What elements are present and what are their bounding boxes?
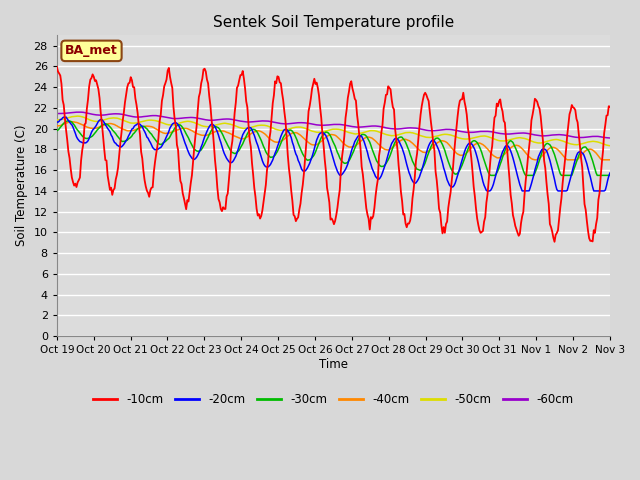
- -60cm: [226, 116, 234, 122]
- -50cm: [74, 113, 81, 119]
- -40cm: [606, 157, 614, 163]
- -60cm: [556, 132, 564, 138]
- -50cm: [556, 137, 564, 143]
- -30cm: [487, 172, 495, 178]
- -60cm: [390, 126, 398, 132]
- -10cm: [389, 104, 397, 110]
- -30cm: [63, 118, 71, 124]
- -30cm: [287, 127, 295, 133]
- -20cm: [62, 114, 70, 120]
- -40cm: [226, 131, 234, 136]
- -30cm: [364, 135, 371, 141]
- Line: -10cm: -10cm: [57, 67, 610, 242]
- -40cm: [557, 151, 565, 156]
- -20cm: [484, 188, 492, 194]
- -20cm: [226, 160, 234, 166]
- -40cm: [364, 134, 371, 140]
- -50cm: [461, 136, 468, 142]
- -10cm: [556, 204, 564, 210]
- -30cm: [390, 142, 398, 147]
- -40cm: [287, 131, 295, 137]
- -50cm: [390, 133, 398, 139]
- -20cm: [461, 149, 468, 155]
- -20cm: [53, 119, 61, 125]
- -40cm: [390, 144, 398, 149]
- -10cm: [53, 64, 61, 70]
- -10cm: [362, 205, 370, 211]
- -10cm: [225, 177, 233, 183]
- -20cm: [606, 170, 614, 176]
- -30cm: [557, 172, 565, 178]
- -30cm: [226, 146, 234, 152]
- -20cm: [390, 137, 398, 143]
- -30cm: [53, 128, 61, 133]
- Line: -60cm: -60cm: [57, 112, 610, 138]
- -10cm: [606, 104, 614, 109]
- -60cm: [461, 129, 468, 135]
- -40cm: [461, 152, 468, 157]
- -40cm: [67, 119, 74, 124]
- -20cm: [557, 188, 565, 194]
- -10cm: [550, 239, 558, 245]
- -50cm: [364, 129, 371, 134]
- Legend: -10cm, -20cm, -30cm, -40cm, -50cm, -60cm: -10cm, -20cm, -30cm, -40cm, -50cm, -60cm: [89, 389, 578, 411]
- Line: -20cm: -20cm: [57, 117, 610, 191]
- -50cm: [226, 121, 234, 127]
- -60cm: [76, 109, 84, 115]
- Y-axis label: Soil Temperature (C): Soil Temperature (C): [15, 125, 28, 247]
- -30cm: [461, 156, 468, 162]
- Line: -50cm: -50cm: [57, 116, 610, 146]
- -20cm: [287, 135, 295, 141]
- Title: Sentek Soil Temperature profile: Sentek Soil Temperature profile: [212, 15, 454, 30]
- -40cm: [53, 123, 61, 129]
- Line: -30cm: -30cm: [57, 121, 610, 175]
- X-axis label: Time: Time: [319, 358, 348, 371]
- -60cm: [606, 135, 614, 141]
- Text: BA_met: BA_met: [65, 44, 118, 57]
- -10cm: [286, 175, 294, 181]
- Line: -40cm: -40cm: [57, 121, 610, 160]
- -50cm: [606, 143, 614, 149]
- -60cm: [287, 120, 295, 126]
- -20cm: [364, 149, 371, 155]
- -50cm: [287, 125, 295, 131]
- -60cm: [53, 111, 61, 117]
- -50cm: [53, 117, 61, 123]
- -30cm: [606, 172, 614, 178]
- -60cm: [364, 123, 371, 129]
- -10cm: [460, 90, 467, 96]
- -40cm: [531, 157, 539, 163]
